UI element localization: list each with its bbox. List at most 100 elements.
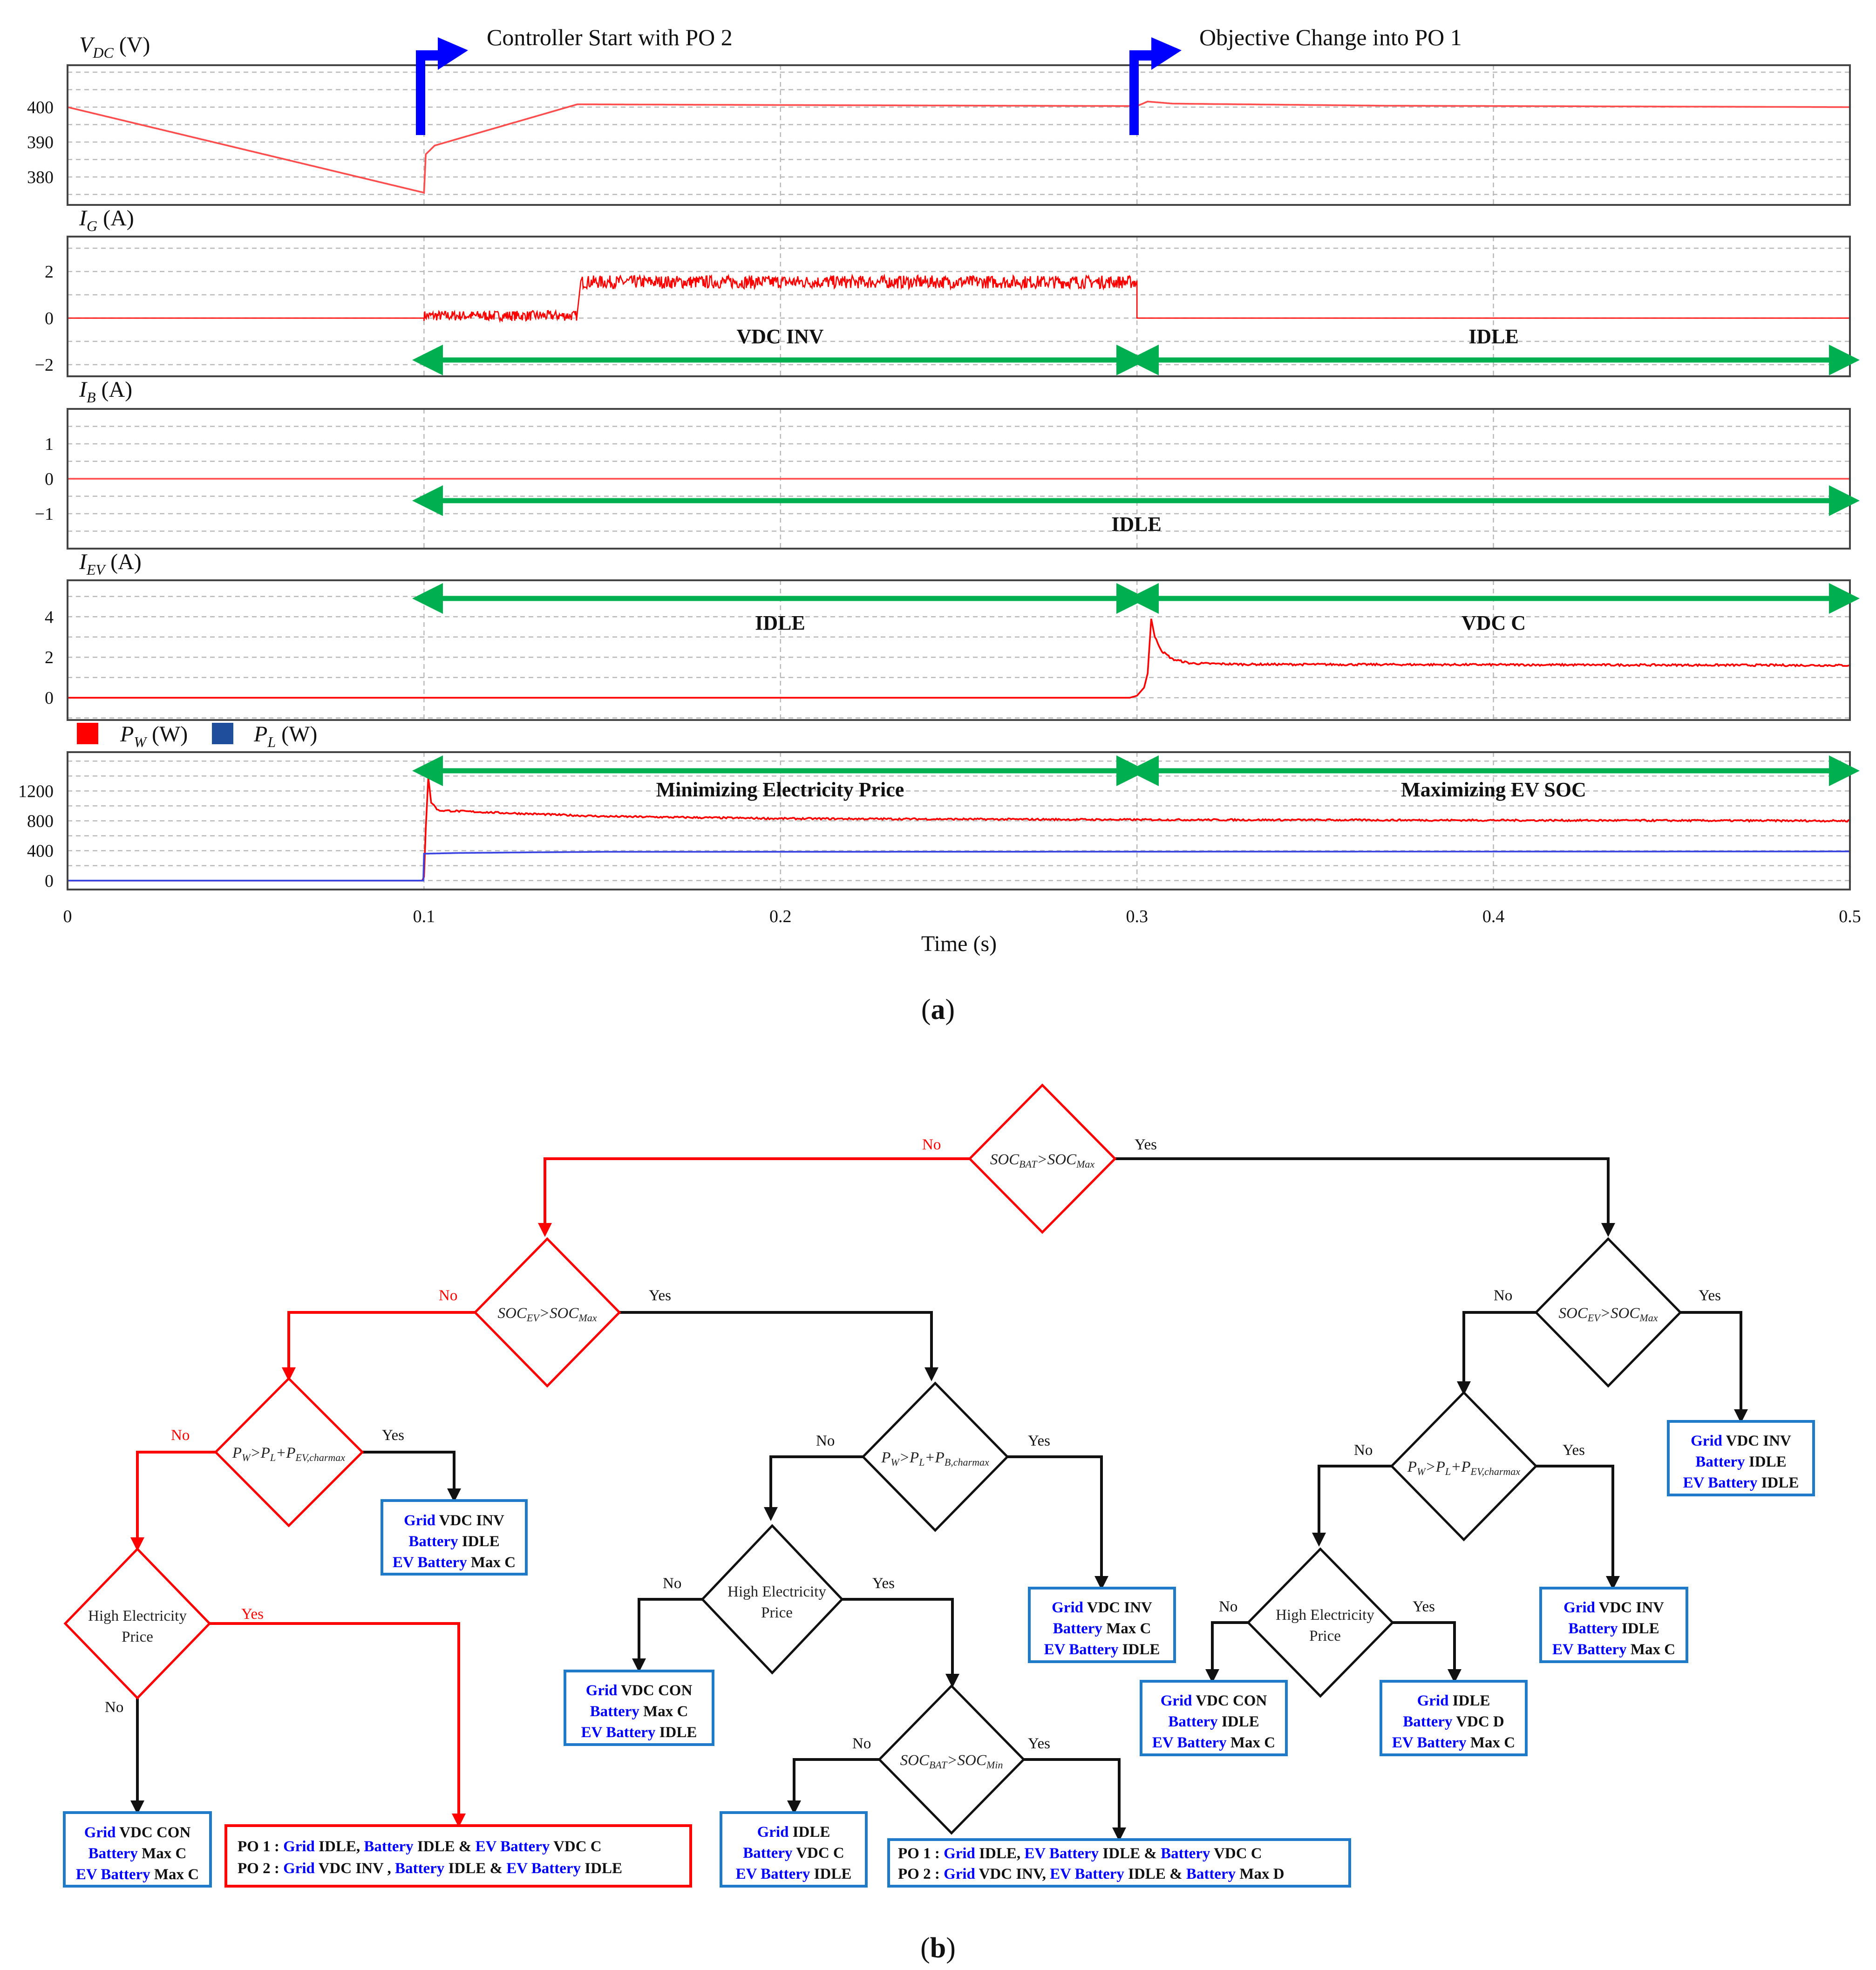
- svg-text:Grid VDC INV: Grid VDC INV: [1052, 1599, 1152, 1616]
- label-d4-yes: Yes: [241, 1606, 264, 1623]
- edge-d9-yes: [1536, 1465, 1620, 1590]
- caption-b: (b): [920, 1932, 956, 1964]
- svg-text:Battery Max C: Battery Max C: [88, 1845, 187, 1862]
- svg-text:High Electricity: High Electricity: [1276, 1607, 1374, 1624]
- label-d3-no: No: [171, 1427, 190, 1444]
- edge-d10-yes: [1393, 1621, 1461, 1683]
- edge-d8-no: [1457, 1311, 1536, 1395]
- legend-swatch-pw: [77, 723, 98, 744]
- edge-d9-no: [1312, 1465, 1392, 1547]
- decision-high-price-middle: High Electricity Price: [700, 1524, 844, 1675]
- label-d6-no: No: [663, 1575, 681, 1592]
- ytick-label: 2: [45, 262, 54, 282]
- svg-text:EV Battery IDLE: EV Battery IDLE: [1044, 1641, 1160, 1658]
- edge-d8-yes: [1680, 1311, 1748, 1423]
- svg-text:Grid IDLE: Grid IDLE: [757, 1824, 830, 1841]
- ytick-label: 0: [45, 688, 54, 708]
- result-box-3: Grid VDC CON Battery Max C EV Battery ID…: [564, 1670, 714, 1746]
- ytick-label: −1: [35, 504, 54, 524]
- label-d10-no: No: [1219, 1598, 1237, 1615]
- result-box-po-blue: PO 1 : Grid IDLE, EV Battery IDLE & Batt…: [887, 1838, 1351, 1888]
- svg-text:SOCBAT>SOCMin: SOCBAT>SOCMin: [900, 1752, 1003, 1771]
- result-box-po-red: PO 1 : Grid IDLE, Battery IDLE & EV Batt…: [224, 1824, 692, 1888]
- red-connectors: [130, 1157, 970, 1827]
- result-box-5: Grid IDLE Battery VDC C EV Battery IDLE: [720, 1811, 868, 1888]
- ytick-label: 0: [45, 469, 54, 489]
- xtick-label: 0.4: [1482, 907, 1505, 926]
- svg-text:EV Battery Max C: EV Battery Max C: [1392, 1734, 1515, 1751]
- edge-d10-no: [1205, 1621, 1248, 1683]
- edge-d1-yes: [1115, 1157, 1615, 1237]
- svg-text:Grid VDC INV: Grid VDC INV: [1563, 1599, 1664, 1616]
- xtick-label: 0.2: [769, 907, 792, 926]
- svg-text:PO 1 : Grid IDLE, EV Battery I: PO 1 : Grid IDLE, EV Battery IDLE & Batt…: [898, 1845, 1262, 1862]
- decision-soc-bat-max: SOCBAT>SOCMax: [968, 1083, 1117, 1234]
- plot-panel-iev: 4 2 0: [45, 579, 1851, 721]
- series-line-iev: [68, 618, 1850, 699]
- svg-text:PO 2 : Grid VDC INV, EV Batter: PO 2 : Grid VDC INV, EV Battery IDLE & B…: [898, 1866, 1285, 1882]
- svg-text:SOCEV>SOCMax: SOCEV>SOCMax: [1559, 1305, 1658, 1324]
- svg-text:PO 1 : Grid IDLE, Battery IDLE: PO 1 : Grid IDLE, Battery IDLE & EV Batt…: [238, 1838, 602, 1855]
- svg-text:EV Battery IDLE: EV Battery IDLE: [581, 1724, 697, 1741]
- ytick-label: 400: [27, 842, 54, 861]
- ytick-label: 2: [45, 648, 54, 667]
- ytick-label: 380: [27, 168, 54, 187]
- edge-d3-yes: [362, 1451, 461, 1502]
- svg-text:Grid VDC CON: Grid VDC CON: [586, 1682, 693, 1699]
- svg-text:Battery IDLE: Battery IDLE: [1695, 1454, 1786, 1470]
- svg-text:EV Battery Max C: EV Battery Max C: [76, 1866, 199, 1883]
- event-arrow-2-icon: [1129, 37, 1182, 135]
- power-mode-label-2: Maximizing EV SOC: [1401, 778, 1586, 801]
- series-line-pl: [68, 850, 1850, 882]
- power-legend: PW (W) PL (W): [77, 722, 317, 750]
- ytick-label: 800: [27, 812, 54, 831]
- svg-text:Price: Price: [761, 1604, 793, 1621]
- label-d4-no: No: [105, 1699, 123, 1716]
- svg-text:EV Battery Max C: EV Battery Max C: [1152, 1734, 1275, 1751]
- edge-d1-no: [538, 1157, 970, 1237]
- svg-text:Battery IDLE: Battery IDLE: [408, 1533, 499, 1550]
- result-box-9: Grid IDLE Battery VDC D EV Battery Max C: [1380, 1680, 1528, 1756]
- ytick-label: 400: [27, 98, 54, 117]
- ig-panel-label: IG (A): [79, 206, 134, 234]
- plot-frame: [67, 408, 1851, 550]
- svg-text:Battery Max C: Battery Max C: [1053, 1620, 1151, 1637]
- svg-text:SOCEV>SOCMax: SOCEV>SOCMax: [498, 1305, 597, 1324]
- ytick-label: 390: [27, 133, 54, 152]
- xtick-label: 0.1: [413, 907, 435, 926]
- result-box-4: Grid VDC INV Battery Max C EV Battery ID…: [1028, 1587, 1176, 1663]
- svg-text:Price: Price: [1309, 1628, 1341, 1644]
- ig-mode-label-1: VDC INV: [737, 325, 824, 348]
- svg-text:Grid VDC INV: Grid VDC INV: [404, 1512, 504, 1529]
- edge-d4-yes: [210, 1622, 466, 1827]
- event-1-label: Controller Start with PO 2: [487, 24, 733, 50]
- plot-frame: [67, 64, 1851, 206]
- ib-mode-label: IDLE: [1111, 513, 1162, 536]
- ytick-label: −2: [35, 355, 54, 375]
- svg-text:Grid VDC CON: Grid VDC CON: [1161, 1692, 1267, 1709]
- xtick-label: 0: [63, 907, 72, 926]
- legend-label-pl: PL (W): [253, 722, 317, 750]
- label-d7-yes: Yes: [1028, 1735, 1050, 1752]
- legend-swatch-pl: [212, 723, 233, 744]
- edge-d7-yes: [1024, 1758, 1126, 1841]
- label-d3-yes: Yes: [382, 1427, 404, 1444]
- event-arrow-2: Objective Change into PO 1: [1129, 24, 1462, 135]
- plot-panel-vdc: 400 390 380: [27, 64, 1851, 206]
- xtick-label: 0.5: [1839, 907, 1861, 926]
- decision-soc-ev-max-left: SOCEV>SOCMax: [473, 1237, 621, 1388]
- edge-d6-no: [632, 1598, 702, 1672]
- black-connectors: [130, 1157, 1748, 1841]
- iev-mode-label-1: IDLE: [755, 611, 805, 634]
- svg-text:EV Battery Max C: EV Battery Max C: [1552, 1641, 1675, 1658]
- ytick-label: 1200: [18, 781, 54, 801]
- ytick-label: 0: [45, 309, 54, 328]
- ib-panel-label: IB (A): [79, 377, 132, 406]
- svg-text:High Electricity: High Electricity: [727, 1583, 826, 1600]
- vdc-panel-label: VDC (V): [79, 33, 150, 61]
- caption-a: (a): [921, 994, 955, 1026]
- label-d5-no: No: [816, 1433, 835, 1449]
- plot-frame: [67, 236, 1851, 377]
